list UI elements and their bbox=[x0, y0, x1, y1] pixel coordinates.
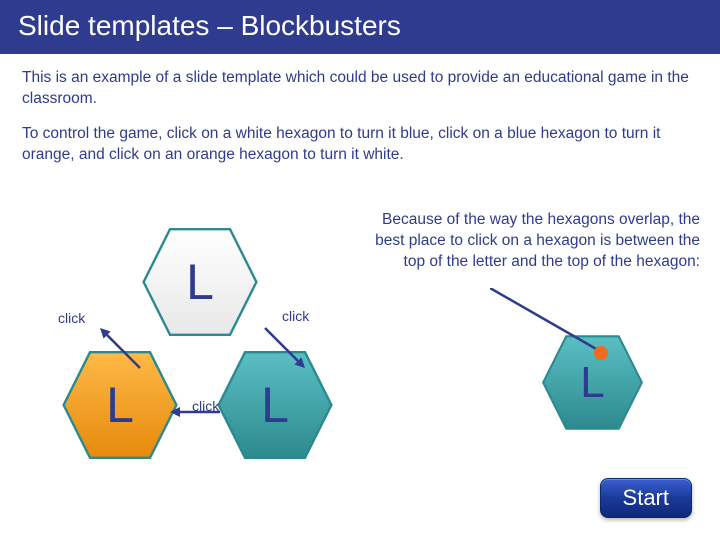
intro-p2: To control the game, click on a white he… bbox=[22, 124, 698, 166]
hexagon-teal-letter: L bbox=[261, 376, 289, 434]
page-title: Slide templates – Blockbusters bbox=[18, 10, 702, 42]
hexagon-demo[interactable]: L bbox=[540, 330, 645, 435]
hexagon-white-letter: L bbox=[186, 253, 214, 311]
intro-text: This is an example of a slide template w… bbox=[0, 54, 720, 166]
hexagon-demo-letter: L bbox=[580, 358, 604, 408]
hexagon-teal[interactable]: L bbox=[215, 345, 335, 465]
click-label-b: click bbox=[282, 308, 309, 324]
pointer-dot bbox=[594, 346, 608, 360]
click-label-c: click bbox=[192, 398, 219, 414]
hexagon-orange-letter: L bbox=[106, 376, 134, 434]
right-note: Because of the way the hexagons overlap,… bbox=[360, 210, 700, 273]
start-button[interactable]: Start bbox=[600, 478, 692, 518]
intro-p1: This is an example of a slide template w… bbox=[22, 68, 698, 110]
hexagon-orange[interactable]: L bbox=[60, 345, 180, 465]
click-label-a: click bbox=[58, 310, 85, 326]
header-bar: Slide templates – Blockbusters bbox=[0, 0, 720, 54]
hexagon-white[interactable]: L bbox=[140, 222, 260, 342]
